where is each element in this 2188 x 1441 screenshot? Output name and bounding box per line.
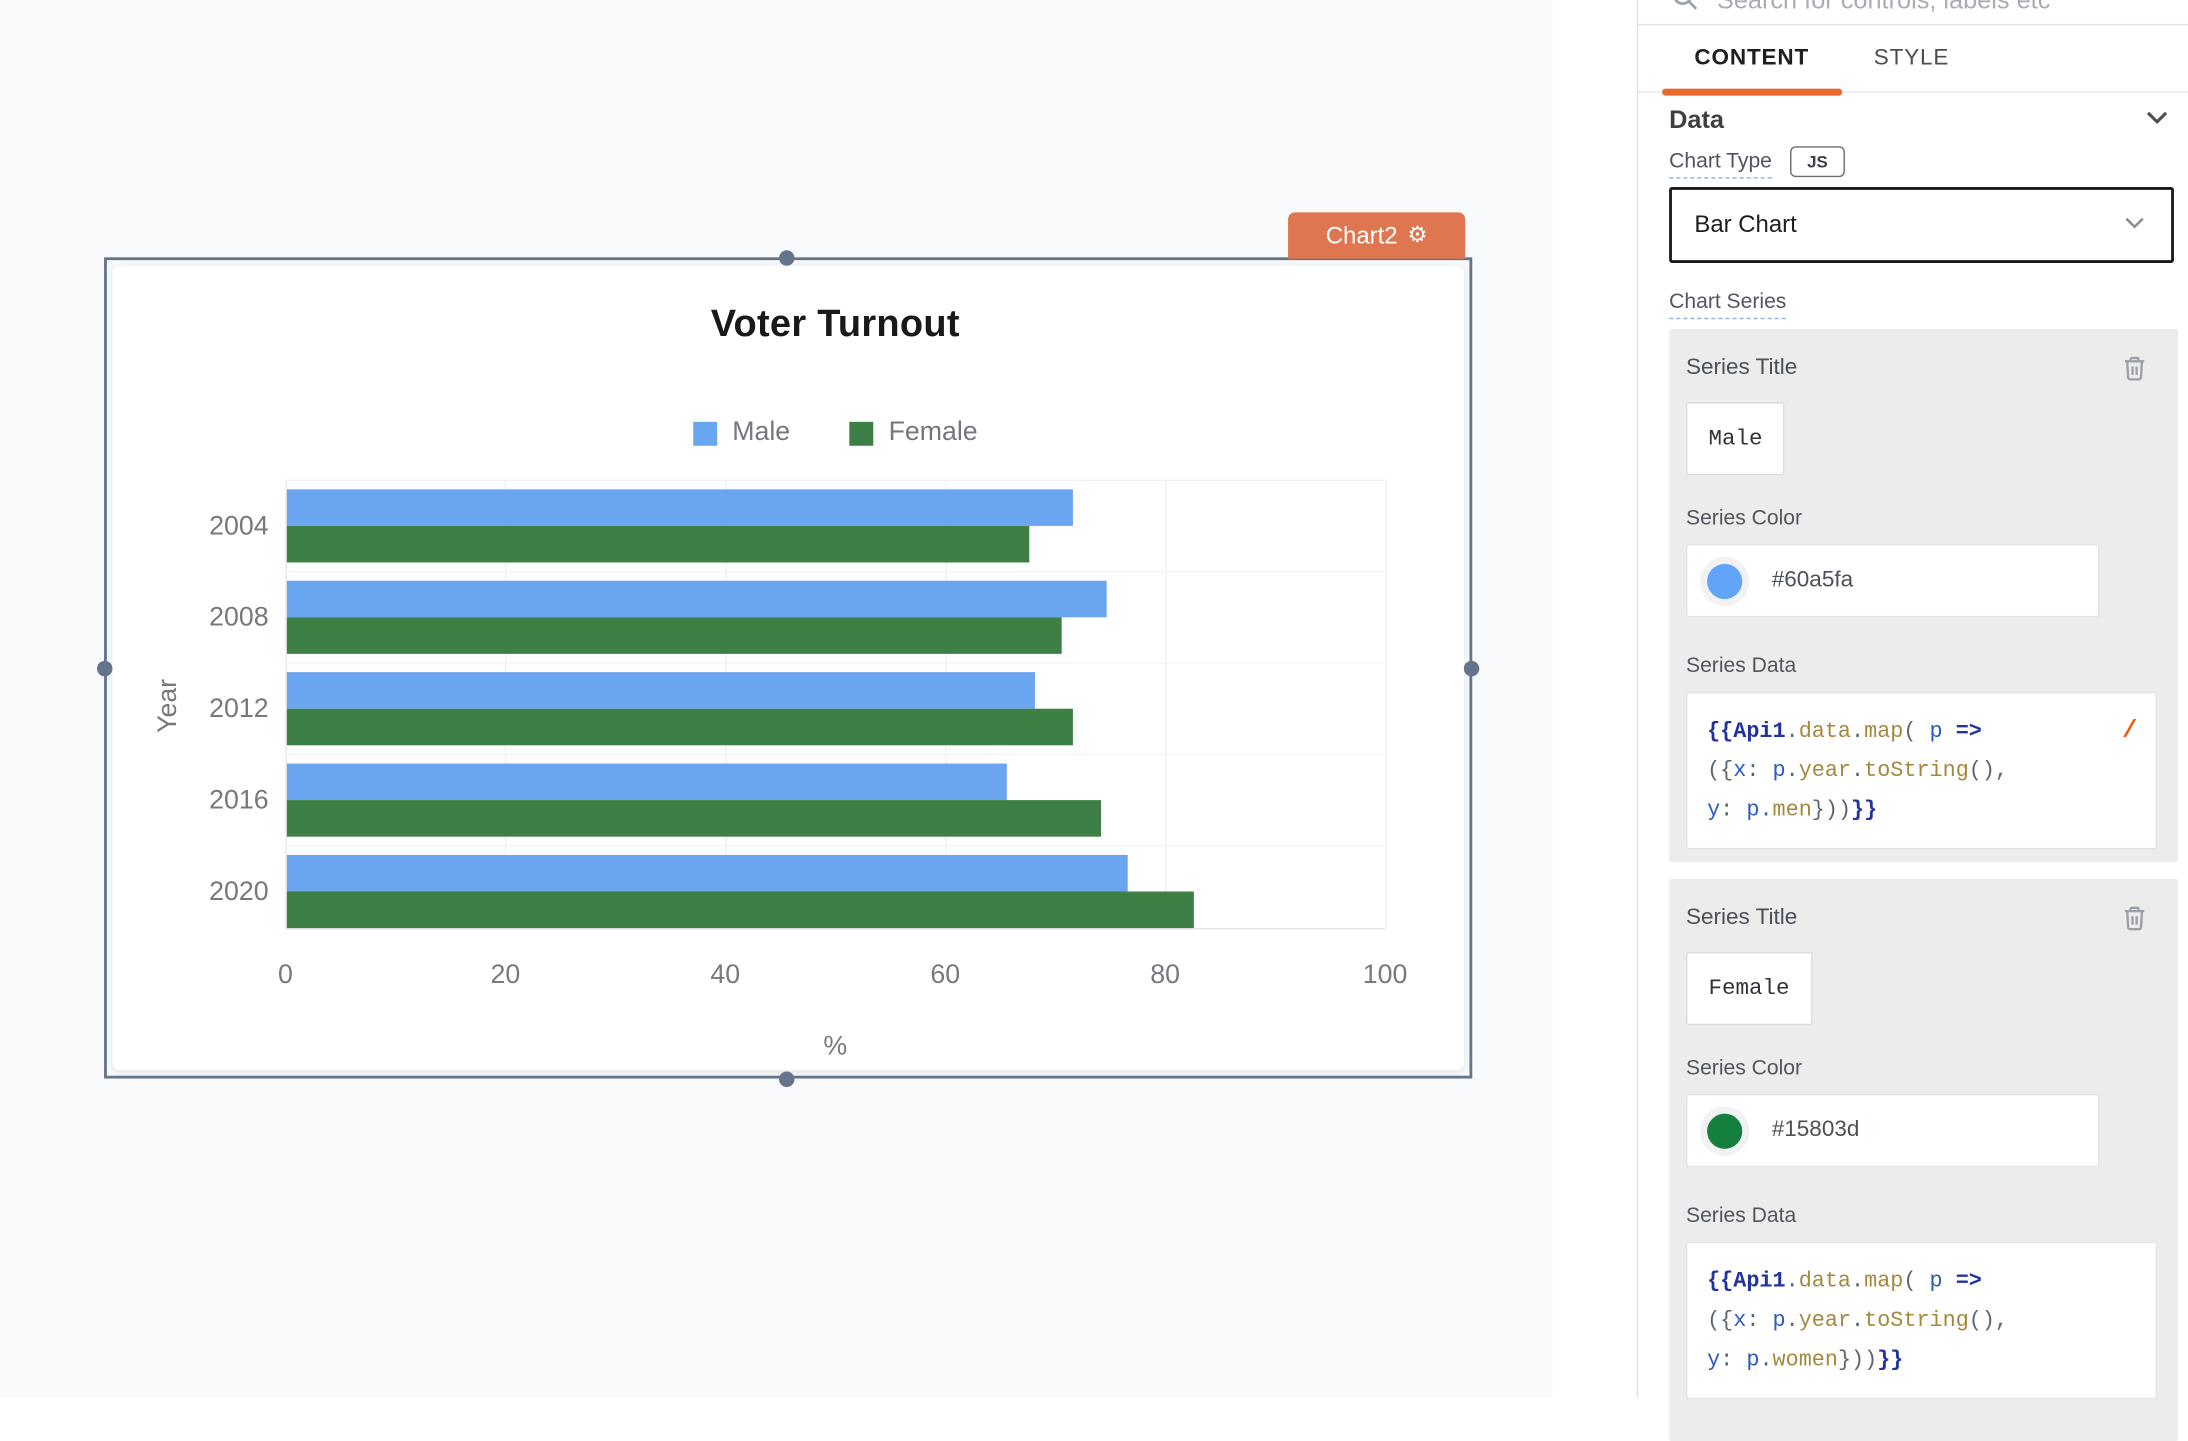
series-color-label: Series Color: [1685, 1056, 1803, 1080]
resize-handle-right[interactable]: [1463, 660, 1480, 677]
x-tick-label: 40: [710, 960, 741, 990]
y-axis-title: Year: [153, 678, 183, 733]
x-tick-label: 20: [490, 960, 521, 990]
group-separator: [285, 753, 1386, 756]
code-line: {{Api1.data.map( p =>: [1707, 1268, 1982, 1294]
properties-panel: Search for controls, labels etc CONTENT …: [1636, 0, 2188, 1441]
tab-content[interactable]: CONTENT: [1662, 25, 1842, 95]
series-color-value: #15803d: [1771, 1117, 1860, 1142]
widget-name-tag[interactable]: Chart2 ⚙: [1288, 212, 1466, 259]
bar: [286, 800, 1101, 837]
bar: [286, 672, 1035, 709]
code-line: ({x: p.year.toString(),: [1707, 1307, 2009, 1334]
legend-item: Male: [692, 417, 791, 449]
series-color-picker[interactable]: #60a5fa: [1685, 544, 2100, 618]
series-data-label: Series Data: [1685, 1203, 1797, 1228]
y-tick-label: 2016: [209, 786, 269, 816]
bar: [286, 525, 1030, 563]
x-tick-label: 100: [1362, 960, 1408, 990]
chart-widget[interactable]: Voter Turnout Male Female 0 20 40 60 80 100 200…: [112, 265, 1464, 1071]
bar: [286, 708, 1074, 746]
property-search-row[interactable]: Search for controls, labels etc: [1638, 0, 2188, 26]
code-line: y: p.women}))}}: [1707, 1347, 1904, 1373]
slash-command-hint: /: [2122, 717, 2138, 746]
bar: [286, 854, 1129, 892]
y-tick-label: 2004: [209, 511, 269, 542]
gear-icon[interactable]: ⚙: [1407, 222, 1428, 247]
widget-name-label: Chart2: [1325, 221, 1398, 249]
x-axis-line: [285, 928, 1386, 930]
series-title-input[interactable]: Male: [1685, 402, 1786, 476]
chevron-down-icon: [2121, 207, 2149, 242]
series-card-male: Series Title Male Series Color: [1669, 329, 2179, 862]
chart-title: Voter Turnout: [710, 302, 960, 345]
color-swatch: [1700, 1105, 1750, 1156]
legend-label: Female: [888, 417, 978, 448]
chart-type-value: Bar Chart: [1694, 210, 1797, 238]
series-data-code-editor[interactable]: {{Api1.data.map( p => ({x: p.year.toStrin…: [1685, 1241, 2158, 1400]
x-tick-label: 60: [930, 960, 961, 990]
series-color-label: Series Color: [1685, 506, 1803, 531]
canvas[interactable]: Chart2 ⚙ Voter Turnout Male Female 0 20 40 6…: [0, 0, 1553, 1398]
bar: [286, 617, 1063, 654]
series-color-picker[interactable]: #15803d: [1685, 1094, 2100, 1168]
y-tick-label: 2020: [209, 877, 269, 907]
legend-label: Male: [732, 417, 791, 448]
js-toggle-button[interactable]: JS: [1790, 146, 1845, 178]
chart-series-label: Chart Series: [1669, 290, 1787, 320]
data-section-title: Data: [1669, 105, 1724, 134]
legend-swatch: [692, 421, 717, 446]
series-data-label: Series Data: [1685, 653, 1797, 678]
x-tick-label: 80: [1150, 960, 1180, 990]
group-separator: [285, 570, 1386, 573]
code-line: y: p.men}))}}: [1707, 797, 1878, 823]
tab-style[interactable]: STYLE: [1873, 45, 1950, 70]
chart-plot-area: 0 20 40 60 80 100 2004 2008 2012 2016 2020% Year: [112, 266, 1463, 1070]
legend-swatch: [849, 421, 874, 446]
series-data-code-editor[interactable]: {{Api1.data.map( p => ({x: p.year.toStrin…: [1685, 691, 2158, 850]
bar: [286, 489, 1074, 526]
y-tick-label: 2012: [209, 694, 269, 725]
gridline: [285, 479, 287, 929]
legend-item: Female: [849, 417, 978, 449]
trash-icon[interactable]: [2119, 353, 2150, 384]
search-icon: [1669, 0, 1700, 20]
chart-type-label: Chart Type: [1669, 149, 1772, 179]
series-title-label: Series Title: [1685, 905, 1798, 930]
gridline: [1385, 479, 1387, 929]
search-input[interactable]: Search for controls, labels etc: [1716, 0, 2051, 15]
y-tick-label: 2008: [209, 603, 269, 633]
x-axis-title: %: [823, 1032, 848, 1062]
group-separator: [285, 845, 1386, 847]
x-tick-label: 0: [278, 960, 293, 990]
code-line: {{Api1.data.map( p =>: [1707, 718, 1982, 744]
trash-icon[interactable]: [2119, 903, 2150, 934]
chart-legend: Male Female: [285, 418, 1385, 449]
bar: [286, 580, 1107, 618]
bar: [286, 763, 1008, 801]
series-title-input[interactable]: Female: [1685, 951, 1813, 1026]
bar: [286, 891, 1195, 929]
code-line: ({x: p.year.toString(),: [1707, 757, 2009, 784]
resize-handle-bottom[interactable]: [779, 1071, 795, 1087]
panel-tabs: CONTENT STYLE: [1638, 25, 2188, 95]
data-section-header[interactable]: Data: [1669, 101, 2172, 139]
series-title-label: Series Title: [1685, 355, 1798, 380]
series-card-female: Series Title Female Series Color: [1669, 878, 2179, 1441]
chart-type-select[interactable]: Bar Chart: [1669, 187, 2174, 263]
resize-handle-top[interactable]: [779, 250, 795, 266]
color-swatch: [1700, 556, 1750, 606]
active-tab-underline: [1662, 87, 1842, 95]
chevron-down-icon[interactable]: [2142, 101, 2173, 139]
plot-top-line: [285, 479, 1386, 481]
gridline: [1165, 479, 1167, 929]
group-separator: [285, 662, 1386, 664]
resize-handle-left[interactable]: [97, 660, 113, 677]
series-color-value: #60a5fa: [1771, 568, 1854, 592]
